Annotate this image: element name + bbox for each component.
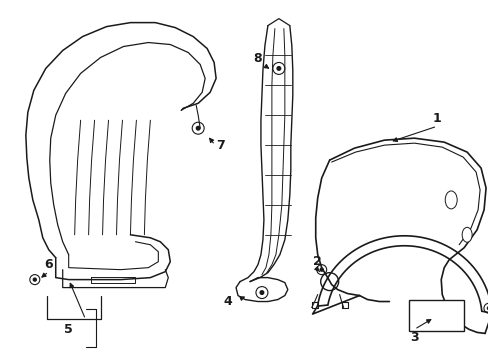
Text: 4: 4: [223, 295, 232, 308]
Polygon shape: [62, 270, 168, 288]
Ellipse shape: [444, 191, 456, 209]
Circle shape: [33, 278, 36, 281]
Text: 5: 5: [64, 323, 73, 336]
Text: 1: 1: [432, 112, 441, 125]
Circle shape: [260, 291, 263, 294]
Polygon shape: [236, 278, 287, 302]
Text: 7: 7: [215, 139, 224, 152]
Text: 2: 2: [313, 255, 322, 268]
Circle shape: [320, 268, 323, 271]
Circle shape: [487, 307, 488, 310]
Bar: [408, 300, 463, 332]
Circle shape: [277, 67, 280, 70]
Ellipse shape: [461, 227, 471, 242]
Text: 6: 6: [44, 258, 53, 271]
Circle shape: [196, 126, 200, 130]
Text: 3: 3: [409, 331, 418, 344]
Text: 8: 8: [253, 52, 262, 65]
